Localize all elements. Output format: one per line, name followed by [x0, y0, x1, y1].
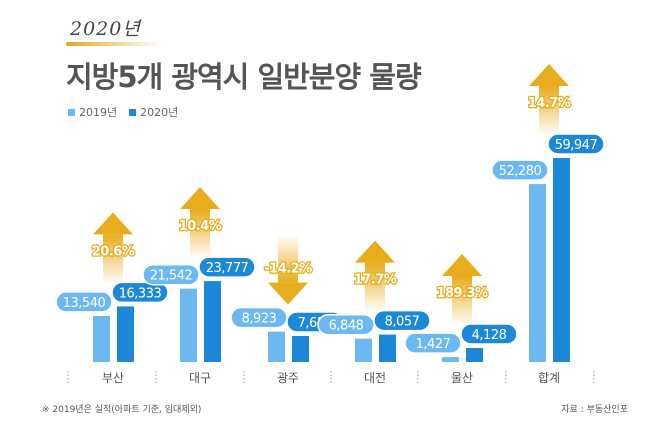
value-label-bg: [55, 291, 113, 313]
bar-2019: [93, 315, 110, 362]
arrow-down-icon: [268, 234, 308, 305]
value-label: 59,947: [555, 138, 598, 153]
value-label: 13,540: [63, 296, 106, 311]
legend-swatch: [129, 109, 137, 116]
x-tick-label: 울산: [451, 371, 473, 385]
bar-2020: [553, 158, 570, 362]
change-label: 20.6%: [92, 244, 135, 259]
footnote: ※ 2019년은 실적(아파트 기준, 임대제외): [42, 405, 202, 415]
value-label-bg: [547, 133, 605, 155]
bar-2020: [292, 335, 309, 362]
value-label: 1,427: [416, 337, 451, 352]
bar-2019: [268, 331, 285, 362]
value-label: 52,280: [499, 164, 542, 179]
x-tick-label: 대구: [189, 371, 211, 385]
value-label-bg: [317, 313, 375, 336]
arrow-up-icon: [442, 253, 482, 326]
x-tick-label: 합계: [538, 371, 560, 385]
arrow-up-icon: [355, 240, 395, 313]
bar-2019: [355, 338, 372, 362]
x-tick-label: 대전: [364, 371, 386, 385]
x-tick-label: 부산: [102, 371, 124, 385]
change-label: 17.7%: [354, 273, 397, 288]
chart-title: 지방5개 광역시 일반분양 물량: [66, 60, 422, 94]
value-label: 21,542: [150, 269, 193, 284]
value-label: 8,923: [242, 312, 277, 327]
bar-2019: [529, 184, 546, 362]
arrow-up-icon: [180, 187, 220, 260]
value-label: 4,128: [472, 328, 507, 343]
bar-2019: [180, 288, 197, 362]
change-label: 189.3%: [436, 286, 488, 301]
value-label-bg: [198, 256, 256, 278]
value-label: 16,333: [119, 286, 162, 301]
value-label-bg: [460, 323, 518, 345]
value-label-bg: [230, 306, 288, 329]
subtitle-underline: [66, 42, 162, 46]
legend-label: 2020년: [140, 106, 179, 119]
change-label: -14.2%: [264, 262, 312, 277]
subtitle: 2020년: [70, 18, 141, 40]
value-label-bg: [142, 263, 200, 286]
arrow-up-icon: [93, 212, 133, 285]
legend-label: 2019년: [79, 106, 118, 119]
legend-item-2019: 2019년: [68, 104, 117, 120]
bar-2020: [466, 347, 483, 362]
source: 자료 : 부동산인포: [561, 405, 628, 415]
value-label: 6,848: [329, 319, 364, 334]
value-label: 23,777: [206, 261, 249, 276]
bar-2019: [442, 357, 459, 362]
x-tick-label: 광주: [277, 371, 299, 385]
bar-2020: [117, 306, 134, 362]
bar-2020: [379, 334, 396, 362]
value-label-bg: [373, 309, 431, 332]
bar-2020: [204, 281, 221, 362]
legend-item-2020: 2020년: [129, 104, 178, 120]
value-label-bg: [404, 332, 462, 354]
value-label-bg: [111, 281, 169, 304]
arrow-up-icon: [529, 64, 569, 136]
change-label: 14.7%: [528, 96, 571, 111]
value-label-bg: [491, 159, 549, 181]
change-label: 10.4%: [179, 219, 222, 234]
legend: 2019년 2020년: [68, 104, 178, 120]
value-label: 8,057: [385, 315, 420, 330]
legend-swatch: [68, 109, 75, 116]
